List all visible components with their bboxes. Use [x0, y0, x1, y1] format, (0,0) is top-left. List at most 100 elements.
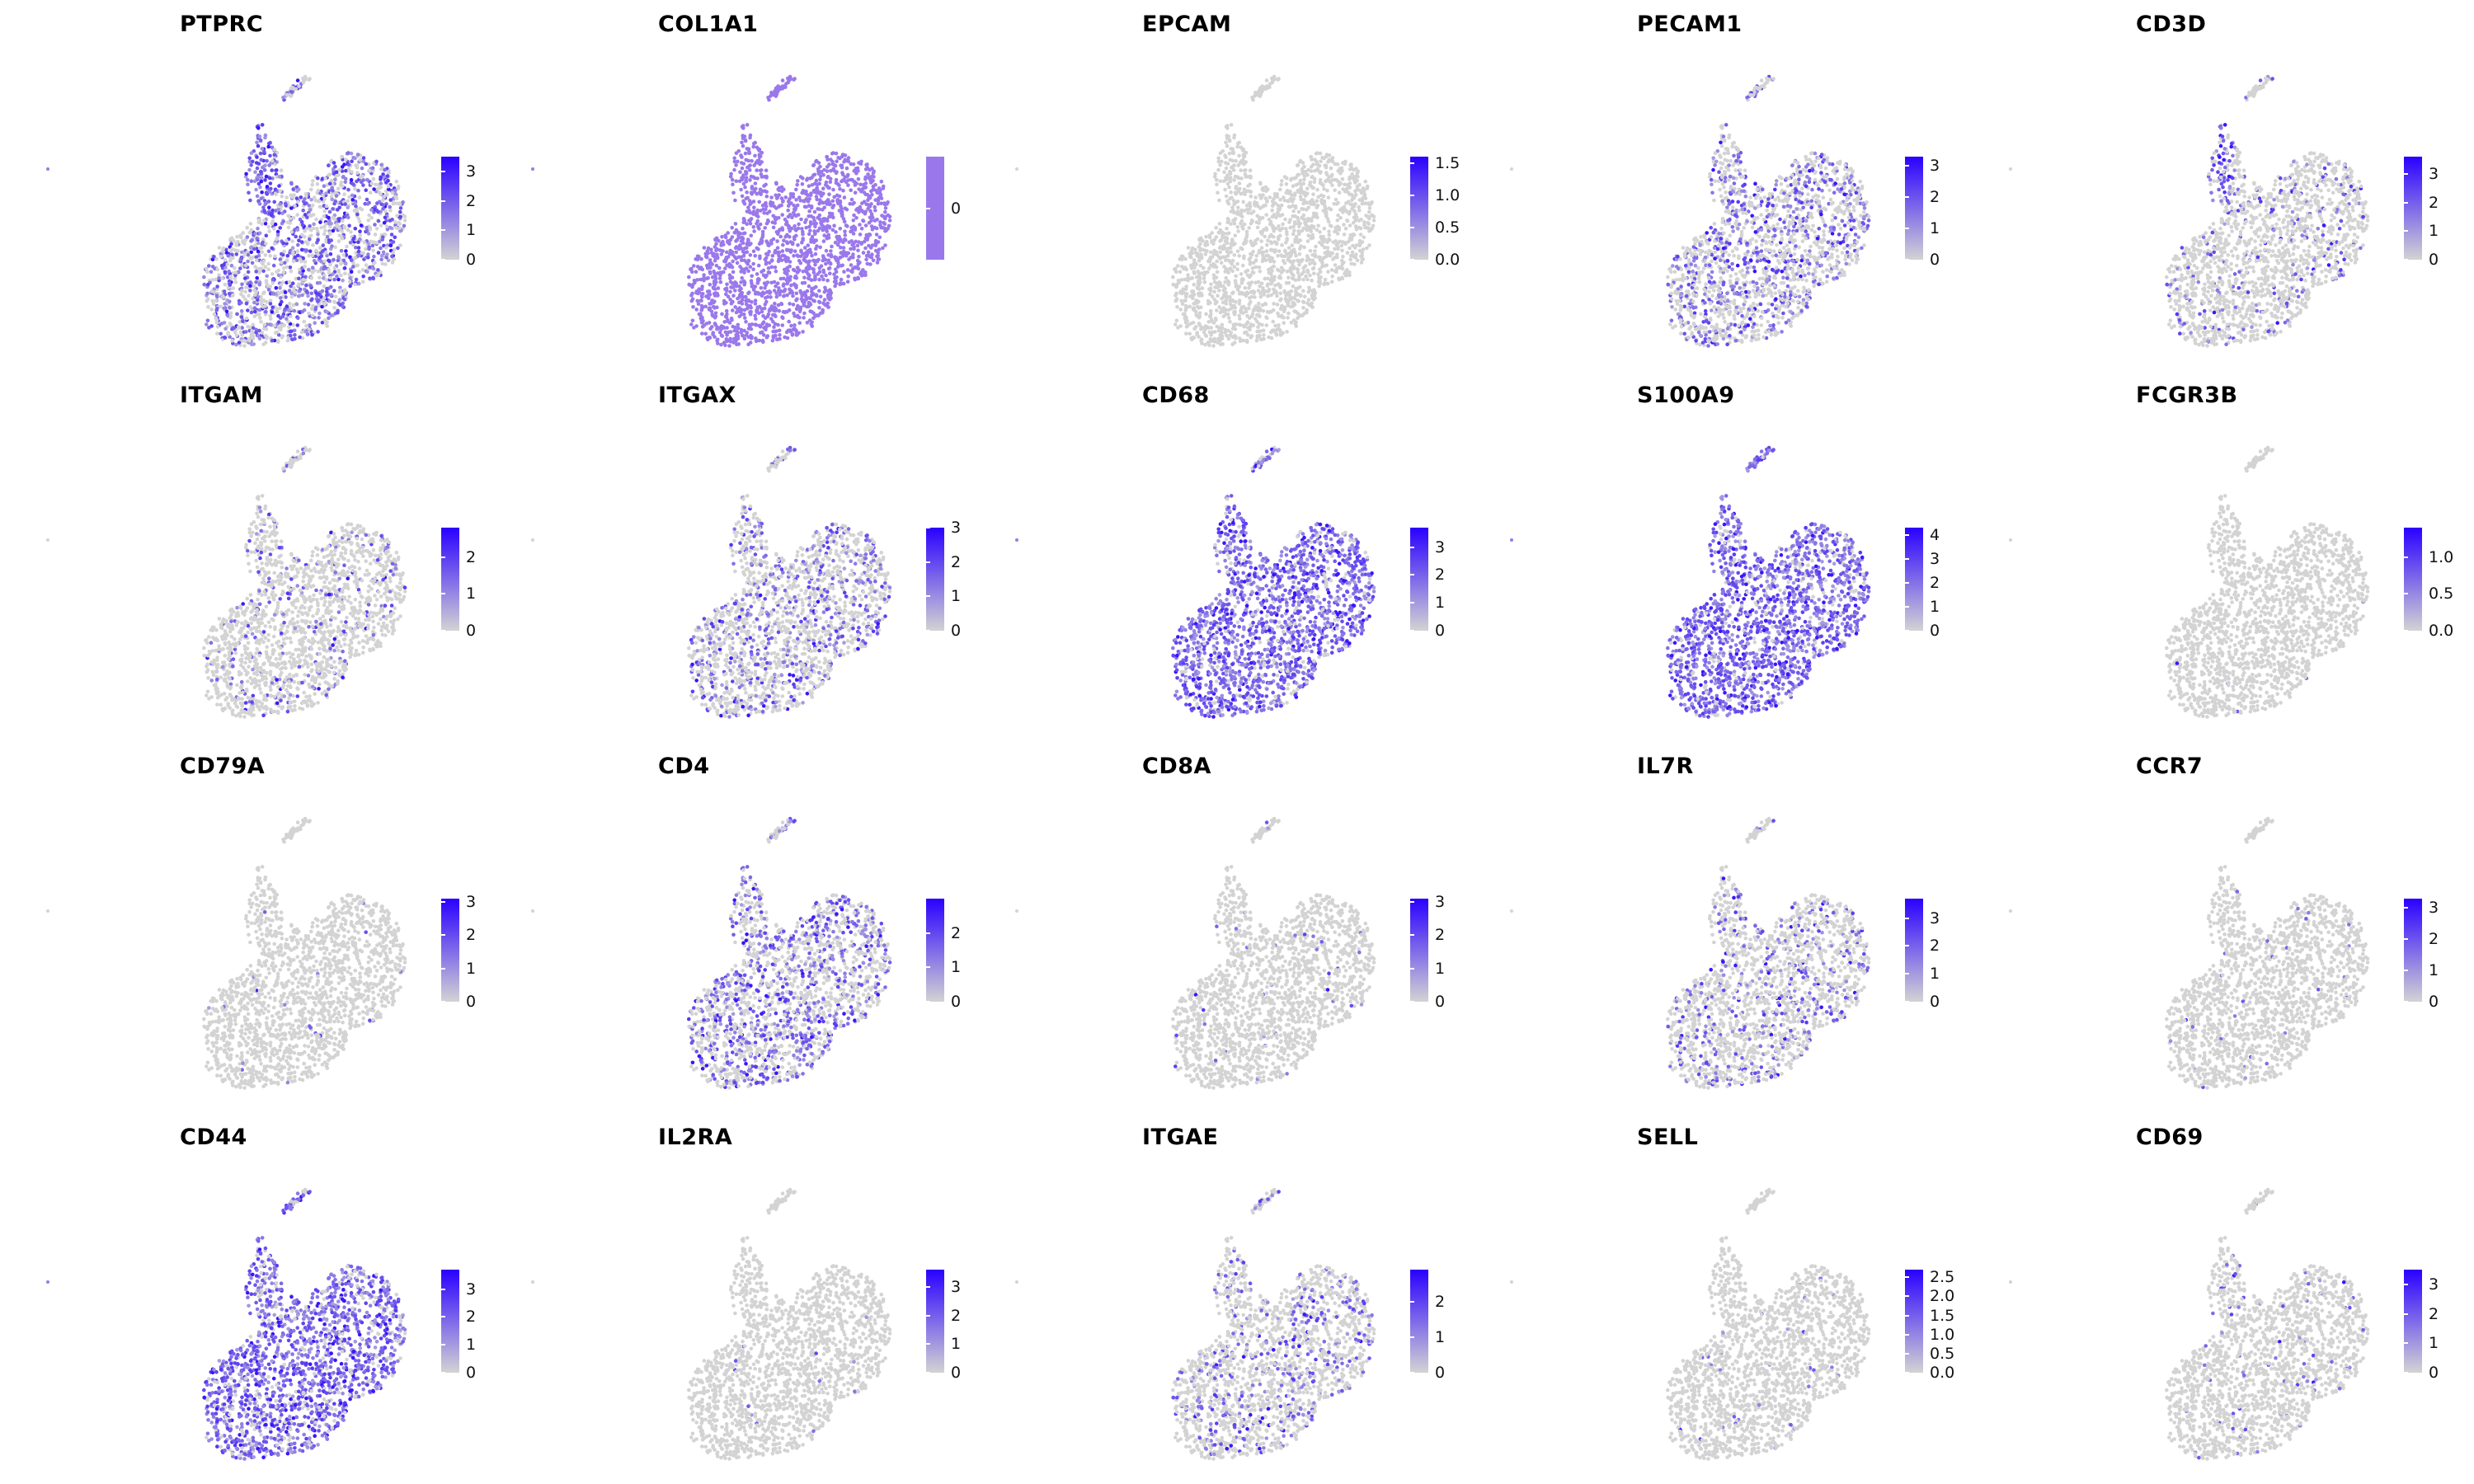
cell-point — [212, 312, 217, 317]
cell-point — [1256, 308, 1260, 312]
cell-point — [792, 327, 796, 331]
cell-point — [792, 254, 796, 258]
cell-point — [739, 280, 743, 284]
cell-point — [353, 156, 357, 161]
cell-point — [286, 225, 291, 230]
cell-point — [861, 218, 866, 223]
cell-point — [1226, 336, 1231, 341]
cell-point — [1228, 196, 1233, 201]
cell-point — [1284, 227, 1288, 231]
cell-point — [1250, 266, 1255, 270]
cell-point — [1223, 255, 1228, 260]
cell-point — [761, 313, 765, 318]
cell-point — [383, 246, 388, 250]
cell-point — [703, 304, 708, 309]
cell-point — [214, 277, 218, 282]
cell-point — [1367, 209, 1371, 214]
cell-point — [807, 224, 811, 229]
cell-point — [869, 255, 873, 260]
cell-point — [277, 210, 281, 215]
cell-point — [329, 159, 333, 164]
cell-point — [1192, 258, 1197, 262]
cell-point — [692, 326, 696, 330]
cell-point — [1265, 200, 1269, 204]
cell-point — [1286, 292, 1290, 297]
cell-point — [308, 284, 313, 288]
cell-point — [1326, 195, 1331, 200]
cell-point — [250, 329, 254, 333]
cell-point — [872, 169, 876, 173]
cell-point — [691, 282, 695, 287]
cell-point — [361, 156, 366, 160]
cell-point — [802, 256, 807, 260]
cell-point — [1230, 165, 1234, 170]
cell-point — [303, 264, 307, 269]
cell-point — [337, 227, 342, 231]
cell-point — [1186, 273, 1190, 277]
cell-point — [379, 246, 383, 251]
cell-point — [336, 258, 341, 263]
cell-point — [1241, 323, 1246, 328]
cell-point — [322, 265, 327, 269]
cell-point — [1220, 326, 1225, 331]
cell-point — [870, 192, 874, 197]
cell-point — [762, 210, 766, 215]
cell-point — [821, 258, 825, 263]
cell-point — [806, 243, 811, 247]
cell-point — [1269, 293, 1273, 298]
cell-point — [1259, 281, 1264, 286]
cell-point — [252, 247, 256, 251]
cell-point — [280, 314, 285, 319]
cell-point — [388, 243, 393, 248]
cell-point — [769, 317, 774, 322]
cell-point — [1221, 288, 1226, 293]
cell-point — [337, 233, 342, 237]
cell-point — [1286, 204, 1291, 209]
cell-point — [316, 237, 320, 242]
cell-point — [1258, 294, 1263, 299]
cell-point — [1293, 278, 1298, 283]
cell-point — [1263, 302, 1268, 307]
cell-point — [212, 290, 217, 294]
cell-point — [275, 237, 279, 242]
cell-point — [730, 235, 735, 239]
cell-point — [265, 185, 270, 189]
cell-point — [1226, 270, 1230, 275]
cell-point — [242, 344, 247, 348]
cell-point — [1287, 220, 1291, 224]
cell-point — [331, 207, 335, 211]
cell-point — [722, 320, 727, 324]
cell-point — [1318, 151, 1323, 156]
cell-point — [289, 333, 293, 338]
cell-point — [215, 325, 220, 329]
cell-point — [301, 277, 306, 282]
cell-point — [886, 200, 890, 204]
cell-point — [353, 227, 358, 231]
cell-point — [1243, 192, 1247, 196]
cell-point — [1208, 308, 1213, 313]
cell-point — [391, 201, 396, 206]
cell-point — [236, 239, 240, 244]
cell-point — [1314, 151, 1319, 156]
cell-point — [265, 281, 269, 286]
cell-point — [290, 195, 295, 200]
cell-point — [333, 190, 338, 195]
cell-point — [1336, 213, 1340, 218]
cell-point — [257, 328, 261, 333]
cell-point — [336, 268, 341, 273]
cell-point — [1353, 181, 1357, 185]
cell-point — [725, 282, 729, 287]
cell-point — [1279, 313, 1284, 318]
cell-point — [345, 151, 350, 156]
cell-point — [364, 247, 368, 251]
cell-point — [242, 273, 247, 278]
cell-point — [1267, 257, 1272, 261]
cell-point — [1203, 252, 1208, 256]
cell-point — [351, 265, 355, 269]
cell-point — [1322, 156, 1326, 161]
cell-point — [259, 179, 264, 184]
cell-point — [261, 326, 266, 331]
cell-point — [393, 235, 397, 240]
cell-point — [266, 261, 270, 266]
cell-point — [1230, 205, 1235, 209]
